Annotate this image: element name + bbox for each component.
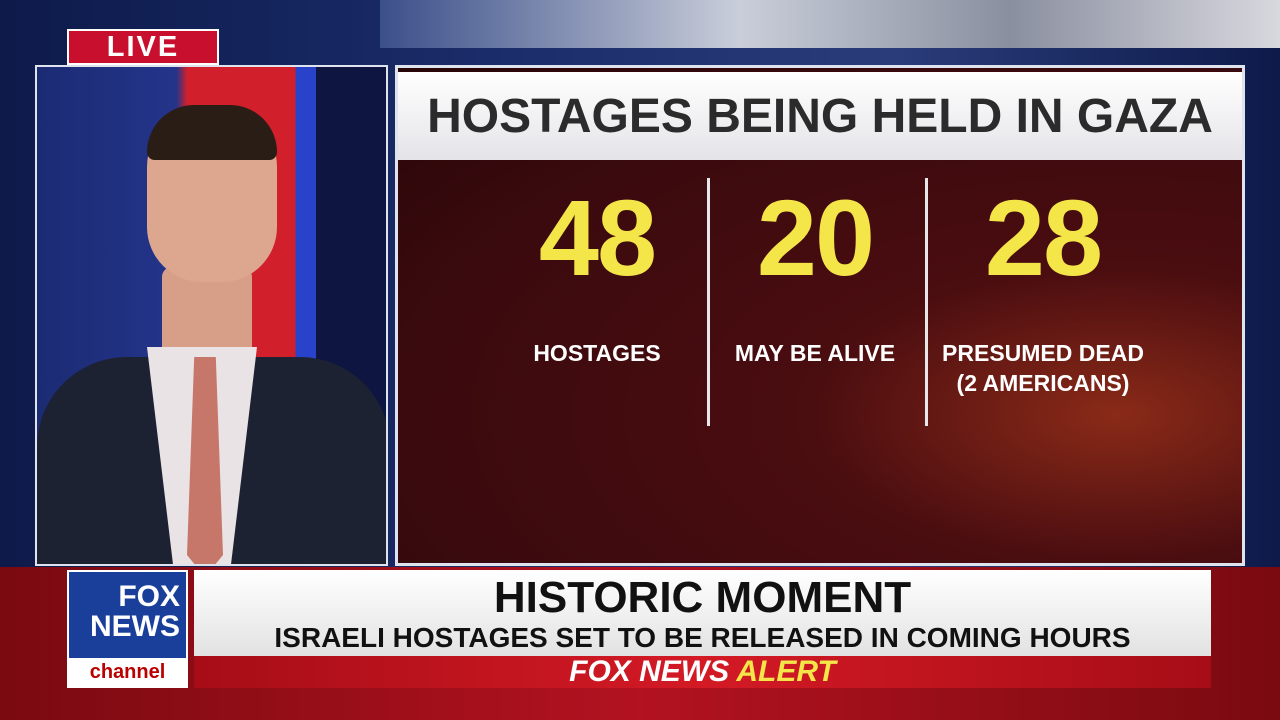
alert-bar: FOX NEWS ALERT bbox=[194, 656, 1211, 688]
headline-banner: HISTORIC MOMENT ISRAELI HOSTAGES SET TO … bbox=[194, 570, 1211, 656]
graphic-title: HOSTAGES BEING HELD IN GAZA bbox=[398, 72, 1242, 160]
stat-label-text: PRESUMED DEAD bbox=[942, 340, 1144, 366]
live-badge: LIVE bbox=[67, 29, 219, 65]
stat-sublabel: (2 AMERICANS) bbox=[956, 370, 1130, 396]
stat-label: PRESUMED DEAD (2 AMERICANS) bbox=[934, 338, 1152, 398]
logo-news: NEWS bbox=[90, 610, 180, 643]
background-strip bbox=[380, 0, 1280, 48]
alert-word: ALERT bbox=[736, 655, 836, 688]
anchor-video bbox=[35, 65, 388, 566]
stat-value: 28 bbox=[984, 177, 1103, 298]
alert-brand: FOX NEWS bbox=[569, 655, 730, 688]
fox-news-logo: FOX NEWS channel bbox=[67, 570, 188, 688]
stat-hostages: 48 HOSTAGES bbox=[488, 178, 706, 368]
hostage-graphic: HOSTAGES BEING HELD IN GAZA 48 HOSTAGES … bbox=[395, 65, 1245, 566]
logo-fox: FOX bbox=[118, 580, 180, 613]
logo-channel: channel bbox=[89, 661, 166, 683]
headline: HISTORIC MOMENT bbox=[493, 573, 912, 622]
stat-label: HOSTAGES bbox=[533, 340, 661, 366]
divider bbox=[925, 178, 928, 426]
anchor-tie bbox=[187, 357, 223, 564]
stat-presumed-dead: 28 PRESUMED DEAD (2 AMERICANS) bbox=[934, 178, 1152, 398]
stat-value: 20 bbox=[756, 177, 875, 298]
anchor-hair bbox=[147, 105, 277, 160]
stat-value: 48 bbox=[538, 177, 657, 298]
subheadline: ISRAELI HOSTAGES SET TO BE RELEASED IN C… bbox=[274, 622, 1131, 653]
stat-may-be-alive: 20 MAY BE ALIVE bbox=[706, 178, 924, 368]
stat-label: MAY BE ALIVE bbox=[734, 340, 896, 366]
divider bbox=[707, 178, 710, 426]
